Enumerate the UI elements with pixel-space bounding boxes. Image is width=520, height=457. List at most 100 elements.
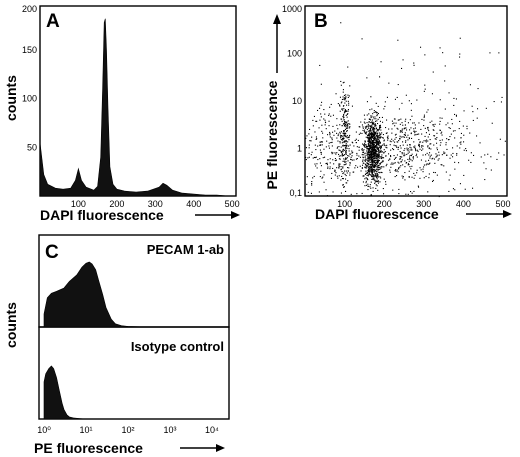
scatter-point — [341, 108, 343, 110]
scatter-point — [347, 160, 349, 162]
scatter-point — [346, 104, 348, 106]
scatter-point — [446, 154, 448, 156]
scatter-point — [311, 136, 313, 138]
scatter-point — [334, 174, 336, 176]
scatter-point — [361, 167, 363, 169]
panel-c-series-2-label: Isotype control — [131, 339, 224, 354]
scatter-point — [367, 152, 369, 154]
scatter-point — [454, 113, 456, 115]
scatter-point — [320, 144, 322, 146]
scatter-point — [429, 143, 431, 145]
scatter-point — [317, 159, 319, 161]
scatter-point — [320, 83, 322, 85]
scatter-point — [372, 190, 374, 192]
scatter-point — [372, 156, 374, 158]
scatter-point — [373, 123, 375, 125]
scatter-point — [322, 137, 324, 139]
scatter-point — [332, 159, 334, 161]
scatter-point — [324, 156, 326, 158]
scatter-point — [407, 164, 409, 166]
scatter-point — [373, 157, 375, 159]
scatter-point — [373, 110, 375, 112]
panel-a-x-tick: 200 — [109, 199, 124, 209]
scatter-point — [350, 193, 352, 195]
scatter-point — [376, 154, 378, 156]
scatter-point — [372, 127, 374, 129]
scatter-point — [371, 178, 373, 180]
scatter-point — [489, 52, 491, 54]
scatter-point — [361, 149, 363, 151]
scatter-point — [340, 135, 342, 137]
scatter-point — [341, 153, 343, 155]
scatter-point — [396, 127, 398, 129]
scatter-point — [341, 142, 343, 144]
scatter-point — [432, 157, 434, 159]
scatter-point — [370, 125, 372, 127]
scatter-point — [365, 144, 367, 146]
scatter-point — [334, 170, 336, 172]
scatter-point — [375, 111, 377, 113]
scatter-point — [392, 148, 394, 150]
scatter-point — [312, 119, 314, 121]
scatter-point — [376, 161, 378, 163]
scatter-point — [399, 123, 401, 125]
scatter-point — [375, 153, 377, 155]
scatter-point — [373, 121, 375, 123]
scatter-point — [456, 154, 458, 156]
scatter-point — [439, 139, 441, 141]
scatter-point — [368, 148, 370, 150]
scatter-point — [345, 110, 347, 112]
scatter-point — [324, 119, 326, 121]
scatter-point — [378, 142, 380, 144]
scatter-point — [342, 150, 344, 152]
scatter-point — [370, 169, 372, 171]
scatter-point — [369, 174, 371, 176]
scatter-point — [366, 166, 368, 168]
scatter-point — [460, 137, 462, 139]
scatter-point — [346, 182, 348, 184]
scatter-point — [385, 183, 387, 185]
scatter-point — [370, 146, 372, 148]
scatter-point — [345, 145, 347, 147]
scatter-point — [374, 169, 376, 171]
scatter-point — [428, 173, 430, 175]
scatter-point — [407, 139, 409, 141]
scatter-point — [379, 125, 381, 127]
scatter-point — [485, 107, 487, 109]
scatter-point — [400, 136, 402, 138]
scatter-point — [391, 120, 393, 122]
scatter-point — [373, 160, 375, 162]
scatter-point — [343, 134, 345, 136]
scatter-point — [364, 185, 366, 187]
scatter-point — [374, 181, 376, 183]
scatter-point — [372, 142, 374, 144]
scatter-point — [379, 146, 381, 148]
scatter-point — [386, 163, 388, 165]
scatter-point — [320, 104, 322, 106]
scatter-point — [375, 141, 377, 143]
scatter-point — [338, 165, 340, 167]
scatter-point — [340, 131, 342, 133]
scatter-point — [378, 150, 380, 152]
scatter-point — [380, 171, 382, 173]
scatter-point — [400, 161, 402, 163]
scatter-point — [371, 141, 373, 143]
scatter-point — [343, 123, 345, 125]
scatter-point — [372, 157, 374, 159]
scatter-point — [343, 160, 345, 162]
scatter-point — [342, 178, 344, 180]
scatter-point — [441, 154, 443, 156]
scatter-point — [380, 136, 382, 138]
scatter-point — [308, 144, 310, 146]
scatter-point — [367, 164, 369, 166]
scatter-point — [368, 133, 370, 135]
scatter-point — [420, 159, 422, 161]
scatter-point — [415, 130, 417, 132]
scatter-point — [369, 154, 371, 156]
scatter-point — [398, 167, 400, 169]
scatter-point — [422, 168, 424, 170]
scatter-point — [434, 172, 436, 174]
scatter-point — [340, 151, 342, 153]
scatter-point — [395, 122, 397, 124]
scatter-point — [372, 168, 374, 170]
